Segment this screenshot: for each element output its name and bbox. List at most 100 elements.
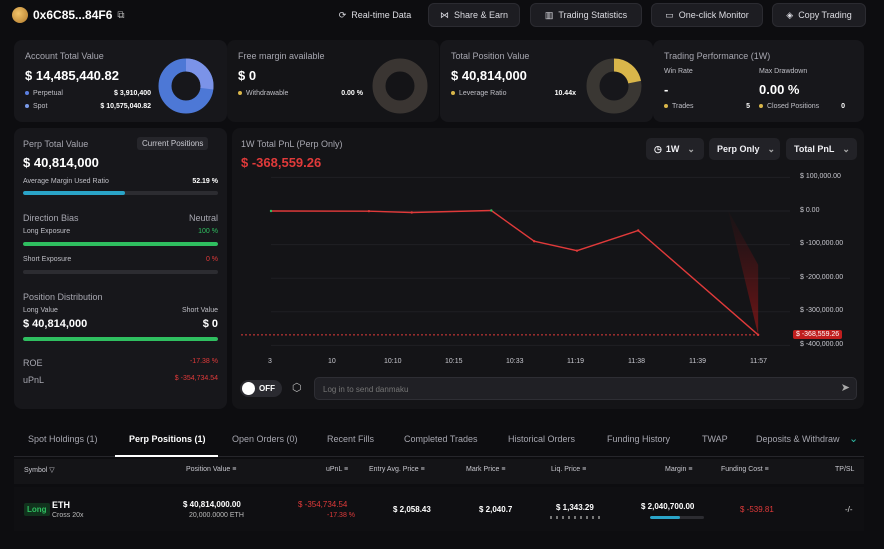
scope-select[interactable]: Perp Only ⌄ [709,138,780,160]
x-tick-label: 10 [328,358,336,365]
free-margin-card: Free margin available $ 0 Withdrawable 0… [227,40,439,122]
pnl-point [410,211,413,214]
position-value-card: Total Position Value $ 40,814,000 Levera… [440,40,653,122]
monitor-icon: ▭ [665,9,674,20]
filter-icon: ▽ [49,467,55,474]
tab-historical-orders[interactable]: Historical Orders [508,434,576,444]
pnl-point [269,209,273,213]
row-entry-price: $ 2,058.43 [393,505,431,514]
col-margin[interactable]: Margin ≡ [665,466,693,473]
trading-statistics-button[interactable]: ▥ Trading Statistics [530,3,642,27]
y-tick-label: $ -100,000.00 [800,240,844,247]
table-row[interactable] [14,487,864,531]
pnl-chart-panel [232,128,864,409]
one-click-monitor-button[interactable]: ▭ One-click Monitor [651,3,763,27]
long-exposure-bar [23,242,218,246]
copy-trading-icon: ◈ [786,9,794,20]
current-positions-tag[interactable]: Current Positions [137,137,209,150]
send-icon[interactable]: ➤ [840,382,850,394]
direction-bias-value: Neutral [188,213,218,223]
tab-open-orders[interactable]: Open Orders (0) [232,434,298,444]
pnl-point [637,229,640,232]
x-tick-label: 11:38 [628,358,645,365]
short-exposure-value: 0 % [205,256,218,263]
short-total-value: $ 0 [202,318,218,330]
refresh-icon: ⟳ [338,9,347,20]
withdrawable-legend: Withdrawable 0.00 % [238,90,363,97]
long-exposure-value: 100 % [198,228,218,235]
metric-select[interactable]: Total PnL ⌄ [786,138,857,160]
row-liq-price: $ 1,343.29 [556,503,594,512]
table-header-bg [14,459,864,484]
tab-spot-holdings[interactable]: Spot Holdings (1) [28,434,98,444]
tab-funding-history[interactable]: Funding History [607,434,671,444]
chart-current-value: $ -368,559.26 [241,155,322,170]
x-tick-label: 10:33 [506,358,524,365]
pnl-point [756,333,760,337]
chart-icon: ▥ [544,9,554,20]
col-liq-price[interactable]: Liq. Price ≡ [551,466,587,473]
chevron-down-icon: ⌄ [842,143,850,154]
margin-used-bar [23,191,218,195]
long-total-value: $ 40,814,000 [23,318,88,330]
perpetual-arc [158,58,214,114]
tab-perp-positions[interactable]: Perp Positions (1) [129,434,206,444]
x-tick-label: 10:15 [445,358,463,365]
col-symbol[interactable]: Symbol ▽ [24,467,55,474]
perp-total-value: $ 40,814,000 [23,155,99,170]
period-select[interactable]: ◷ 1W ⌄ [646,138,704,160]
coin-name[interactable]: ETH [52,500,70,510]
row-upnl: $ -354,734.54 [298,500,348,509]
spot-legend: Spot $ 10,575,040.82 [25,103,151,110]
margin-used-value: 52.19 % [192,178,218,185]
tab-recent-fills[interactable]: Recent Fills [327,434,375,444]
leverage-legend: Leverage Ratio 10.44x [451,90,576,97]
pnl-point [490,209,493,212]
danmaku-settings-icon[interactable]: ⬡ [292,382,302,394]
col-entry-price[interactable]: Entry Avg. Price ≡ [369,466,425,473]
position-donut [586,58,642,114]
active-tab-underline [115,455,218,457]
roe-label: ROE [23,358,43,368]
wallet-address: 0x6C85...84F6 [33,8,113,22]
pnl-point [532,240,536,243]
perpetual-legend: Perpetual $ 3,910,400 [25,90,151,97]
trades-legend: Trades 5 [664,103,750,110]
short-value-label: Short Value [181,307,218,314]
danmaku-input[interactable] [323,382,823,396]
tabs-expand-chevron-icon[interactable]: ⌄ [849,433,859,445]
y-tick-label: $ 100,000.00 [800,173,841,180]
tab-completed-trades[interactable]: Completed Trades [404,434,478,444]
pnl-area-fill [728,210,759,335]
x-tick-label: 3 [268,358,272,365]
x-tick-label: 11:39 [689,358,706,365]
tab-twap[interactable]: TWAP [702,434,728,444]
danmaku-toggle[interactable]: OFF [240,380,282,397]
wallet-avatar-icon [12,7,28,23]
col-mark-price[interactable]: Mark Price ≡ [466,466,506,473]
account-total-label: Account Total Value [25,51,104,61]
copy-address-icon[interactable]: ⧉ [117,9,125,21]
pnl-line-segment [411,209,492,214]
share-icon: ⋈ [439,9,449,20]
col-upnl[interactable]: uPnL ≡ [326,466,349,473]
tab-deposits-withdrawals[interactable]: Deposits & Withdraw [756,434,840,444]
col-position-value[interactable]: Position Value ≡ [186,466,237,473]
trades-dot [664,104,668,109]
win-rate-label: Win Rate [664,68,693,75]
col-funding-cost[interactable]: Funding Cost ≡ [721,466,769,473]
danmaku-input-box[interactable]: ➤ [314,377,857,400]
y-tick-label: $ -400,000.00 [800,341,844,348]
realtime-data-button[interactable]: ⟳ Real-time Data [338,9,412,21]
chart-title: 1W Total PnL (Perp Only) [241,139,343,149]
performance-card: Trading Performance (1W) Win Rate - Max … [653,40,864,122]
row-tpsl[interactable]: -/- [845,505,853,514]
copy-trading-button[interactable]: ◈ Copy Trading [772,3,866,27]
y-tick-label: $ -200,000.00 [800,274,844,281]
pnl-line-segment [576,229,639,252]
closed-dot [759,104,763,109]
share-earn-button[interactable]: ⋈ Share & Earn [428,3,520,27]
pnl-line-segment [490,209,535,242]
position-value-amount: $ 40,814,000 [451,68,527,83]
